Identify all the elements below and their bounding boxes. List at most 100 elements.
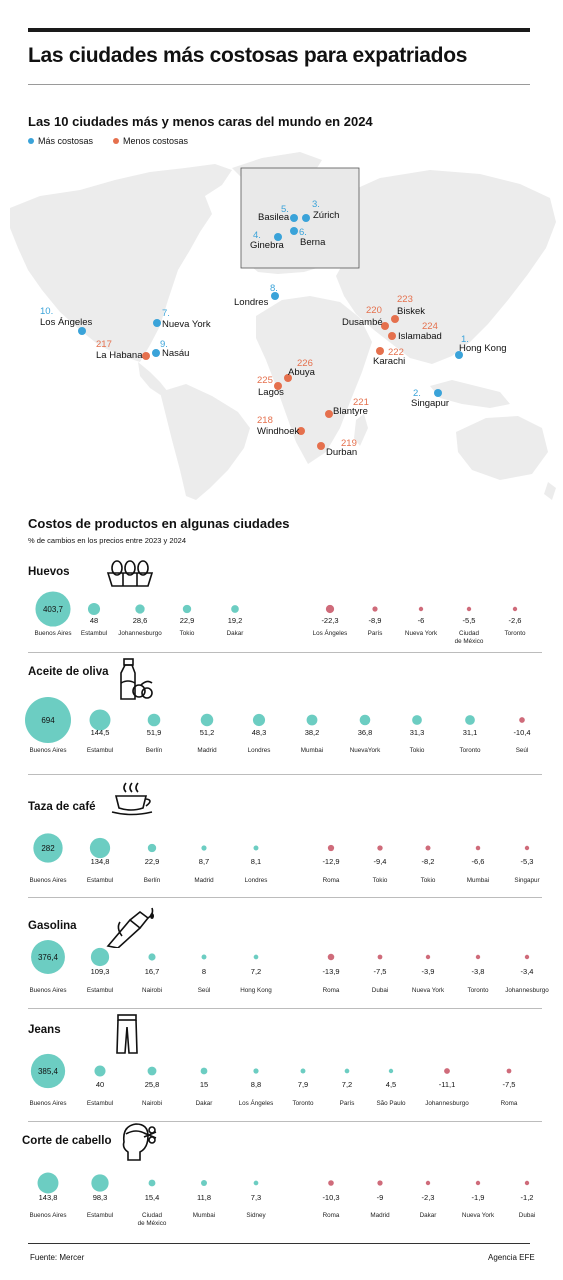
city-rank: 4. — [253, 230, 261, 241]
city-marker-ginebra: 4. Ginebra — [250, 230, 285, 251]
bubble — [94, 1065, 106, 1077]
bubble — [200, 713, 214, 727]
city-dot — [388, 332, 396, 340]
category-divider — [28, 1008, 542, 1009]
city-marker-nasau: 9. Nasáu — [152, 339, 189, 359]
city-name: Ginebra — [250, 240, 285, 251]
haircut-icon — [122, 1123, 157, 1161]
bubble — [33, 833, 63, 863]
value-label: -3,9 — [422, 967, 435, 976]
title-divider — [28, 84, 530, 85]
value-label: 36,8 — [358, 728, 373, 737]
value-label: 48,3 — [252, 728, 267, 737]
bubble — [377, 845, 383, 851]
value-label: 28,6 — [133, 616, 148, 625]
value-label: -9 — [377, 1193, 384, 1202]
value-label: -12,9 — [322, 857, 339, 866]
bubble — [344, 1068, 350, 1074]
city-label: Madrid — [370, 1212, 390, 1219]
value-label: -22,3 — [321, 616, 338, 625]
bubble — [388, 1068, 394, 1074]
city-rank: 7. — [162, 308, 170, 319]
category-label: Corte de cabello — [22, 1135, 112, 1147]
category-label: Huevos — [28, 566, 70, 578]
value-label: -3,4 — [521, 967, 534, 976]
city-label: Seúl — [516, 747, 529, 754]
bubble — [359, 714, 371, 726]
city-label: Toronto — [292, 1100, 314, 1107]
city-rank: 10. — [40, 306, 53, 317]
city-label: Tokio — [421, 877, 436, 884]
city-name: Windhoek — [257, 426, 299, 437]
value-label: 15 — [200, 1080, 208, 1089]
city-marker-dusambe: 220 Dusambé — [342, 305, 389, 330]
value-label: 376,4 — [38, 953, 59, 962]
value-label: 48 — [90, 616, 98, 625]
value-label: 25,8 — [145, 1080, 160, 1089]
bubble — [253, 954, 259, 960]
expensive-cities: 1. Hong Kong 2. Singapur 3. Zúrich 4. Gi… — [40, 199, 507, 409]
city-dot — [376, 347, 384, 355]
bubble — [425, 954, 431, 960]
city-label: Buenos Aires — [29, 747, 66, 754]
city-label: Los Ángeles — [239, 1098, 274, 1107]
city-label: Dakar — [227, 630, 244, 637]
bubble — [231, 605, 239, 613]
value-label: 22,9 — [145, 857, 160, 866]
city-label: Buenos Aires — [34, 630, 71, 637]
city-rank: 223 — [397, 294, 413, 305]
bubble — [425, 845, 431, 851]
category-row: 403,7 Buenos Aires 48 Estambul 28,6 Johannesb… — [34, 591, 526, 645]
city-dot — [153, 319, 161, 327]
city-label: Singapur — [514, 877, 539, 884]
city-marker-karachi: 222 Karachi — [373, 347, 405, 367]
city-name: Karachi — [373, 356, 405, 367]
bubble — [524, 845, 530, 851]
value-label: 694 — [41, 716, 55, 725]
bubble — [475, 845, 481, 851]
city-label: París — [340, 1100, 355, 1107]
city-rank: 6. — [299, 227, 307, 238]
city-label: Toronto — [467, 987, 489, 994]
city-rank: 1. — [461, 334, 469, 345]
city-label: Estambul — [87, 1100, 113, 1107]
city-label: Mumbai — [301, 747, 323, 754]
city-rank: 9. — [160, 339, 168, 350]
bubble — [201, 845, 207, 851]
city-marker-windhoek: 218 Windhoek — [257, 415, 305, 437]
value-label: -13,9 — [322, 967, 339, 976]
city-label: Estambul — [87, 747, 113, 754]
city-dot — [290, 214, 298, 222]
city-label: Tokio — [373, 877, 388, 884]
city-label: Buenos Aires — [29, 987, 66, 994]
city-name: Blantyre — [333, 406, 368, 417]
value-label: 7,2 — [251, 967, 261, 976]
value-label: 8,7 — [199, 857, 209, 866]
city-dot — [274, 233, 282, 241]
city-marker-hong-kong: 1. Hong Kong — [455, 334, 507, 359]
bubble — [201, 1180, 207, 1186]
city-marker-lagos: 225 Lagos — [257, 375, 284, 398]
city-name: Nueva York — [162, 319, 211, 330]
city-rank: 2. — [413, 388, 421, 399]
bubble — [252, 713, 266, 727]
city-label: Johannesburgo — [118, 630, 162, 637]
city-dot — [302, 214, 310, 222]
bubble — [300, 1068, 306, 1074]
bubble — [31, 940, 65, 974]
category-divider — [28, 897, 542, 898]
cheapest-cities: 217 La Habana 218 Windhoek 219 Durban 22… — [96, 294, 442, 458]
value-label: 11,8 — [197, 1193, 211, 1202]
city-label: de México — [138, 1220, 167, 1227]
value-label: -7,5 — [503, 1080, 516, 1089]
city-label: Berlín — [144, 877, 161, 884]
city-marker-zurich: 3. Zúrich — [302, 199, 339, 222]
city-dot — [152, 349, 160, 357]
bubble — [325, 604, 335, 614]
bubble — [306, 714, 318, 726]
value-label: -2,6 — [509, 616, 522, 625]
city-label: Sidney — [246, 1212, 266, 1219]
legend-dot-cheapest — [113, 138, 119, 144]
bubble — [30, 1053, 66, 1089]
bubble — [253, 845, 259, 851]
